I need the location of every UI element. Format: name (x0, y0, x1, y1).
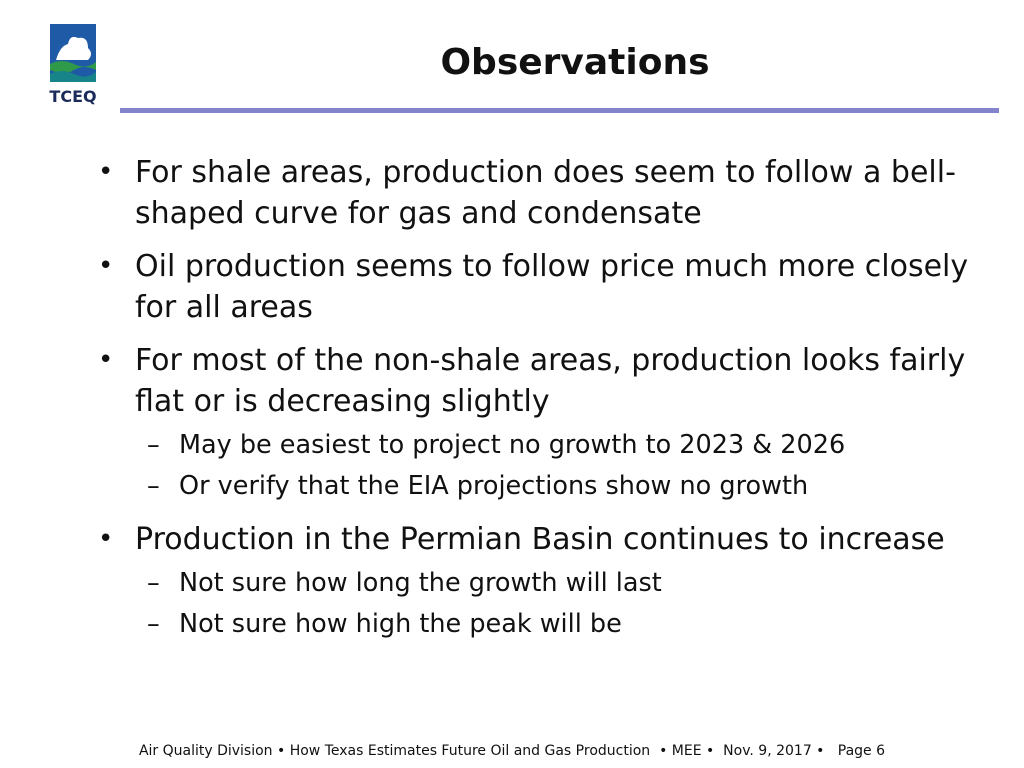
title-rule (120, 108, 999, 113)
bullet-text: For shale areas, production does seem to… (135, 155, 956, 231)
logo-text: TCEQ (49, 87, 96, 106)
bullet: For most of the non-shale areas, product… (98, 340, 978, 507)
slide-title: Observations (440, 42, 710, 83)
bullet-text: Production in the Permian Basin continue… (135, 522, 945, 557)
bullet-text: For most of the non-shale areas, product… (135, 343, 966, 419)
bullet-text: Oil production seems to follow price muc… (135, 249, 969, 325)
sub-bullet: Not sure how long the growth will last (135, 563, 978, 604)
sub-bullet: May be easiest to project no growth to 2… (135, 425, 978, 466)
bullet-list: For shale areas, production does seem to… (98, 152, 978, 657)
bullet: Oil production seems to follow price muc… (98, 246, 978, 328)
bullet: Production in the Permian Basin continue… (98, 519, 978, 645)
logo: TCEQ (49, 24, 97, 106)
logo-wave (50, 61, 96, 73)
sub-list: Not sure how long the growth will lastNo… (135, 563, 978, 645)
logo-tree (56, 36, 91, 60)
sub-bullet: Not sure how high the peak will be (135, 604, 978, 645)
sub-bullet: Or verify that the EIA projections show … (135, 466, 978, 507)
sub-list: May be easiest to project no growth to 2… (135, 425, 978, 507)
bullet: For shale areas, production does seem to… (98, 152, 978, 234)
footer: Air Quality Division • How Texas Estimat… (138, 743, 886, 759)
logo-wave (50, 71, 96, 82)
